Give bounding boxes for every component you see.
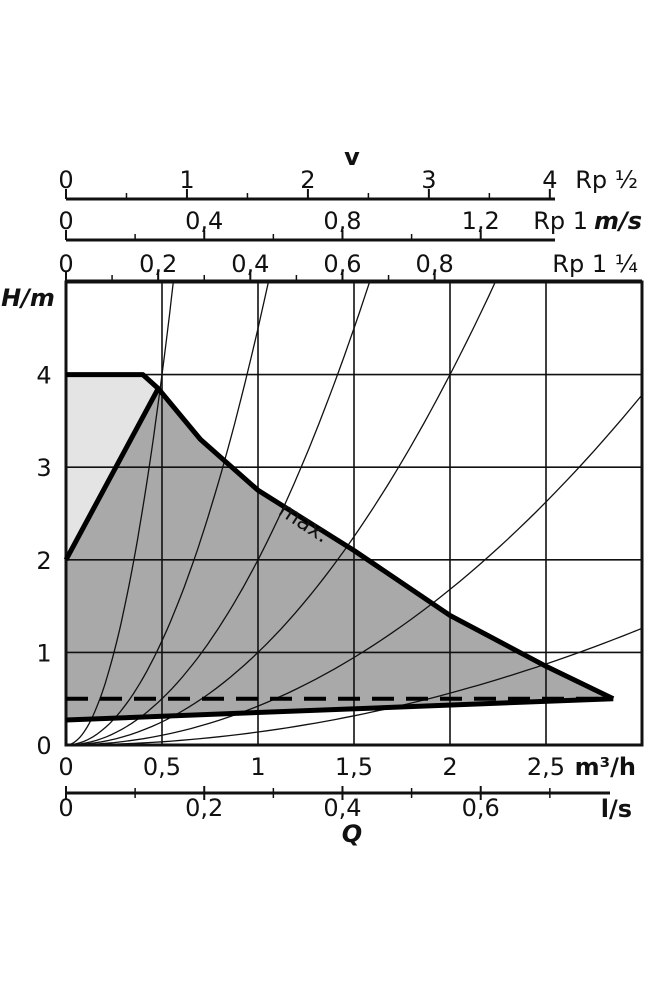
velocity-scale-name: Rp ½ <box>575 166 638 194</box>
velocity-scale-name: Rp 1 ¼ <box>552 250 638 278</box>
velocity-tick-label: 2 <box>300 166 315 194</box>
system-curve-1 <box>65 281 174 746</box>
velocity-tick-label: 0,8 <box>323 207 361 235</box>
x-tick-label-m3h: 1,5 <box>335 753 373 781</box>
y-tick-label: 2 <box>36 547 51 575</box>
system-curve-2 <box>65 281 270 746</box>
x-axis-label: Q <box>342 820 362 848</box>
velocity-tick-label: 0,8 <box>416 250 454 278</box>
y-axis-label: H/m <box>1 284 55 312</box>
y-tick-label: 0 <box>36 732 51 760</box>
velocity-tick-label: 0,4 <box>185 207 223 235</box>
x-tick-label-m3h: 0,5 <box>143 753 181 781</box>
x-tick-label-m3h: 2,5 <box>527 753 565 781</box>
system-curve-4 <box>65 281 496 746</box>
axes-layer <box>65 189 642 800</box>
velocity-tick-label: 1 <box>179 166 194 194</box>
x-tick-label-m3h: 2 <box>442 753 457 781</box>
velocity-tick-label: 1,2 <box>462 207 500 235</box>
velocity-tick-label: 4 <box>542 166 557 194</box>
control-slope-line <box>63 387 161 561</box>
x-unit-ls: l/s <box>601 795 632 823</box>
velocity-tick-label: 0 <box>58 207 73 235</box>
y-tick-label: 3 <box>36 454 51 482</box>
velocity-tick-label: 0,4 <box>231 250 269 278</box>
y-tick-label: 1 <box>36 639 51 667</box>
velocity-scale-name: Rp 1 <box>533 207 588 235</box>
min-curve <box>65 696 614 723</box>
system-curve-3 <box>65 281 371 746</box>
velocity-tick-label: 0,2 <box>139 250 177 278</box>
velocity-tick-label: 0,6 <box>323 250 361 278</box>
velocity-label: v <box>344 143 360 171</box>
x-tick-label-ls: 0 <box>58 794 73 822</box>
velocity-tick-label: 0 <box>58 250 73 278</box>
y-tick-label: 4 <box>36 362 51 390</box>
operating-region <box>66 388 614 720</box>
velocity-tick-label: 3 <box>421 166 436 194</box>
x-tick-label-m3h: 0 <box>58 753 73 781</box>
series-layer <box>63 372 615 723</box>
x-tick-label-ls: 0,6 <box>462 794 500 822</box>
max-curve <box>66 372 615 701</box>
velocity-unit: m/s <box>594 207 642 235</box>
velocity-tick-label: 0 <box>58 166 73 194</box>
x-unit-m3h: m³/h <box>575 753 636 781</box>
x-tick-label-ls: 0,2 <box>185 794 223 822</box>
x-tick-label-ls: 0,4 <box>323 794 361 822</box>
x-tick-label-m3h: 1 <box>250 753 265 781</box>
